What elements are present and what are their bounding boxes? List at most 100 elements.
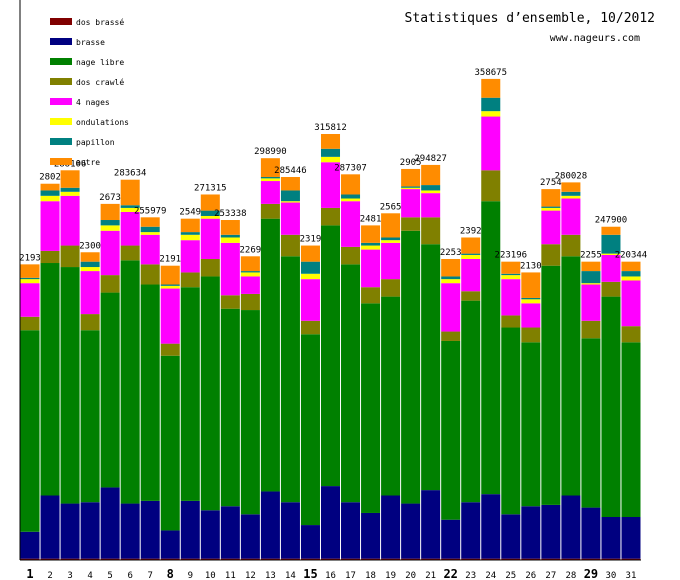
total-label: 2673 <box>99 193 121 203</box>
bar-segment <box>561 195 581 199</box>
total-label: 2802 <box>39 173 61 183</box>
bar-segment <box>401 168 421 187</box>
bar-segment <box>361 225 381 243</box>
bar-segment <box>421 185 441 191</box>
bar-segment <box>140 234 160 265</box>
bar-segment <box>461 237 481 254</box>
bar-segment <box>481 494 501 559</box>
total-label: 2549 <box>179 208 201 218</box>
legend-label: brasse <box>76 38 105 47</box>
bar-segment <box>240 276 260 294</box>
total-label: 255979 <box>134 206 167 216</box>
bar-segment <box>421 244 441 491</box>
total-label: 2269 <box>240 245 262 255</box>
chart-title: Statistiques d’ensemble, 10/2012 <box>405 11 655 26</box>
bar-segment <box>561 256 581 496</box>
bar-segment <box>601 296 621 517</box>
bar-segment <box>621 261 641 272</box>
bar-segment <box>60 245 80 268</box>
bar-segment <box>501 279 521 316</box>
x-tick-label: 15 <box>303 567 317 580</box>
bar-segment <box>601 558 621 560</box>
bar-segment <box>421 217 441 245</box>
bar-segment <box>260 203 280 219</box>
bar-segment <box>361 249 381 288</box>
bar-segment <box>200 210 220 216</box>
x-tick-label: 2 <box>47 571 52 580</box>
bar-segment <box>320 486 341 559</box>
bar-segment <box>280 234 300 257</box>
bar-segment <box>100 275 120 293</box>
legend-label: papillon <box>76 138 115 147</box>
total-label: 2565 <box>380 202 402 212</box>
bar-segment <box>220 237 240 243</box>
bar-segment <box>381 495 401 559</box>
bar-segment <box>40 201 60 251</box>
bar-segment <box>20 279 40 284</box>
bar-segment <box>381 279 401 297</box>
bar-segment <box>501 275 521 280</box>
total-label: 2392 <box>460 226 482 236</box>
bar-segment <box>581 507 601 559</box>
bar-segment <box>60 503 80 559</box>
bar-segment <box>441 331 461 341</box>
bar-segment <box>341 264 361 503</box>
bar-segment <box>80 267 100 272</box>
bar-segment <box>100 558 120 560</box>
bar-segment <box>260 181 280 204</box>
legend-label: dos brassé <box>76 17 124 27</box>
bar-segment <box>120 207 140 212</box>
legend-swatch <box>50 138 72 145</box>
bar-segment <box>280 202 300 235</box>
total-label: 2319 <box>300 235 322 245</box>
bar-segment <box>441 558 461 560</box>
legend-swatch <box>50 98 72 105</box>
bar-segment <box>481 116 501 171</box>
bar-segment <box>561 234 581 257</box>
bar-segment <box>421 490 441 559</box>
bar-segment <box>160 288 180 344</box>
bar-segment <box>200 258 220 277</box>
x-tick-label: 3 <box>67 571 72 580</box>
bar-segment <box>320 225 341 487</box>
bar-segment <box>240 271 260 273</box>
bar-segment <box>80 330 100 503</box>
bar-segment <box>481 558 501 560</box>
bar-segment <box>100 220 120 226</box>
bar-segment <box>361 242 381 246</box>
bar-segment <box>180 287 200 501</box>
bar-segment <box>461 300 481 503</box>
bar-segment <box>240 514 260 559</box>
x-tick-label: 31 <box>626 571 637 580</box>
total-label: 253338 <box>214 209 247 219</box>
x-tick-label: 27 <box>545 571 556 580</box>
bar-segment <box>581 271 601 284</box>
bar-segment <box>100 203 120 221</box>
total-label: 285446 <box>274 166 307 176</box>
bar-segment <box>140 226 160 233</box>
bar-segment <box>160 284 180 286</box>
bar-segment <box>561 182 581 192</box>
bar-segment <box>501 327 521 515</box>
bar-segment <box>280 502 300 559</box>
bar-segment <box>40 195 60 202</box>
bar-segment <box>40 495 60 559</box>
bar-segment <box>421 164 441 186</box>
x-tick-label: 25 <box>505 571 516 580</box>
total-label: 247900 <box>595 216 628 226</box>
bar-segment <box>240 256 260 272</box>
bar-segment <box>200 558 220 560</box>
bar-segment <box>441 258 461 277</box>
bar-segment <box>381 213 401 238</box>
bar-segment <box>200 194 220 211</box>
bar-segment <box>60 558 80 560</box>
bar-segment <box>621 276 641 281</box>
bar-segment <box>160 265 180 285</box>
bar-segment <box>320 162 341 208</box>
bar-segment <box>401 187 421 190</box>
bar-segment <box>300 279 320 321</box>
bar-segment <box>200 510 220 559</box>
bar-segment <box>300 273 320 280</box>
total-label: 2191 <box>159 255 181 265</box>
